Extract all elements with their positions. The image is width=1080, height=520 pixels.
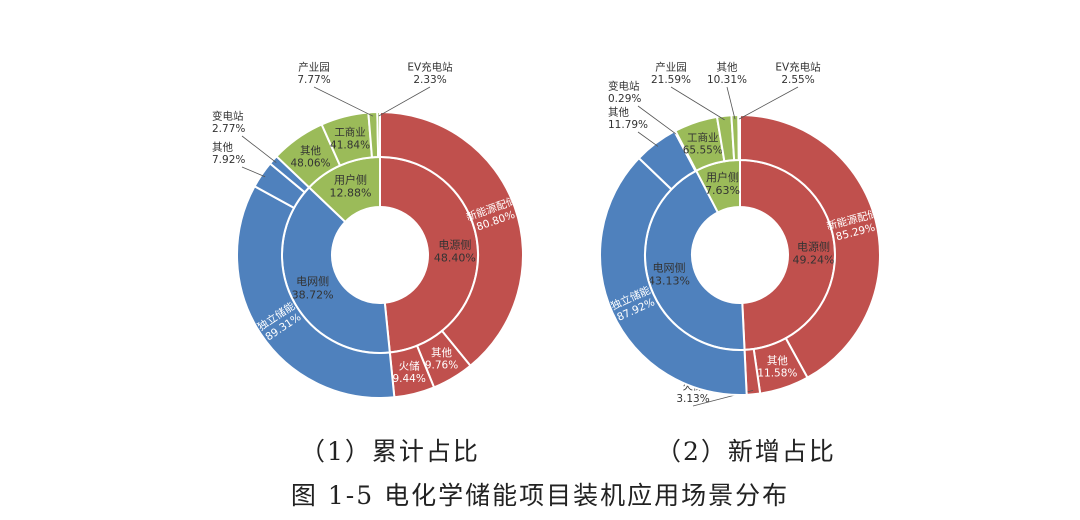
outside-slice-label: 其他 11.79% xyxy=(608,105,648,131)
leader-line xyxy=(670,86,725,121)
figure-caption: 图 1-5 电化学储能项目装机应用场景分布 xyxy=(290,481,790,510)
donut-hole xyxy=(693,208,787,302)
outer-ring-slice xyxy=(599,156,748,396)
outside-slice-label: 其他 7.92% xyxy=(212,140,245,166)
outside-slice-label: 变电站 2.77% xyxy=(212,109,245,135)
outer-ring-slice xyxy=(379,110,524,368)
chart-caption-cumulative: （1）累计占比 xyxy=(300,437,480,466)
outside-slice-label: 其他 10.31% xyxy=(707,60,747,86)
leader-line xyxy=(738,86,799,120)
leader-line xyxy=(637,131,659,147)
inner-slice-label: 用户侧 7.63% xyxy=(705,170,740,197)
inner-slice-label: 电源侧 48.40% xyxy=(434,237,476,264)
leader-line xyxy=(313,86,374,117)
inner-slice-label: 用户侧 12.88% xyxy=(329,172,371,199)
outer-slice-label: 其他 9.76% xyxy=(425,346,458,372)
outside-slice-label: EV充电站 2.33% xyxy=(407,60,453,86)
outer-ring-slice xyxy=(376,110,381,159)
leader-line xyxy=(726,86,736,120)
outer-slice-label: 其他 11.58% xyxy=(757,354,797,380)
inner-slice-label: 电网侧 43.13% xyxy=(648,261,690,287)
outside-slice-label: 产业园 21.59% xyxy=(651,60,691,86)
outer-ring-slice xyxy=(236,184,396,399)
outside-slice-label: EV充电站 2.55% xyxy=(775,60,821,86)
outer-slice-label: 工商业 65.55% xyxy=(683,131,723,157)
inner-slice-label: 电网侧 38.72% xyxy=(292,275,334,301)
sunburst-chart-new: 电源侧 49.24%电网侧 43.13%用户侧 7.63%新能源配储85.29%其他 1… xyxy=(599,60,881,407)
inner-slice-label: 电源侧 49.24% xyxy=(793,239,835,266)
chart-caption-new: （2）新增占比 xyxy=(656,437,836,466)
outer-slice-label: 其他 48.06% xyxy=(290,144,330,170)
leader-line xyxy=(637,105,678,135)
leader-line xyxy=(378,86,431,117)
sunburst-chart-cumulative: 电源侧 48.40%电网侧 38.72%用户侧 12.88%新能源配储80.80%其他… xyxy=(212,60,524,399)
figure-canvas: 电源侧 48.40%电网侧 38.72%用户侧 12.88%新能源配储80.80%其他… xyxy=(212,60,881,407)
outer-slice-label: 工商业 41.84% xyxy=(330,126,370,152)
outside-slice-label: 变电站 0.29% xyxy=(608,79,641,105)
donut-hole xyxy=(333,208,427,302)
outside-slice-label: 产业园 7.77% xyxy=(297,60,330,86)
leader-line xyxy=(241,135,277,163)
leader-line xyxy=(241,166,266,178)
outer-slice-label: 火储 9.44% xyxy=(392,359,425,385)
outer-ring-slice xyxy=(739,113,881,380)
outer-ring-slice xyxy=(737,113,741,162)
